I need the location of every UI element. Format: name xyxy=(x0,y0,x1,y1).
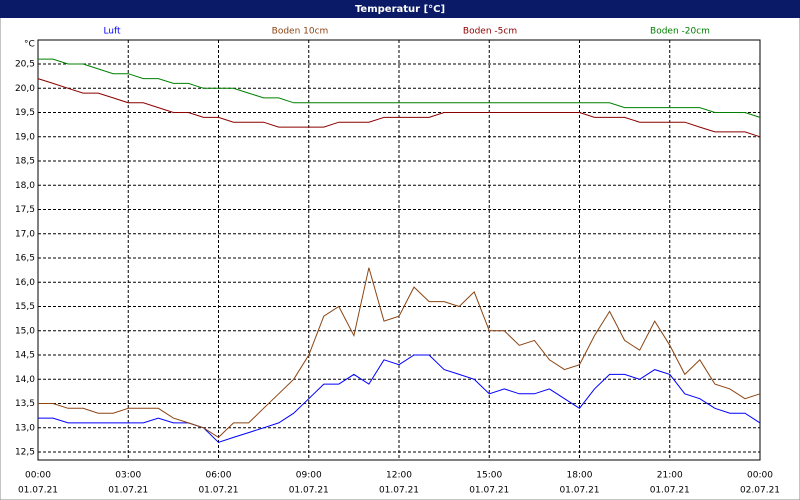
x-tick-date: 01.07.21 xyxy=(469,486,509,496)
x-tick-label: 09:00 xyxy=(296,471,322,481)
x-tick-date: 02.07.21 xyxy=(740,486,780,496)
x-tick-label: 03:00 xyxy=(115,471,141,481)
y-tick-label: 19,0 xyxy=(15,132,35,142)
y-tick-label: 15,0 xyxy=(15,326,35,336)
y-tick-label: 20,5 xyxy=(15,60,35,70)
series-line xyxy=(37,78,761,138)
x-tick-label: 00:00 xyxy=(747,471,773,481)
series-line xyxy=(38,58,761,118)
y-tick-label: 13,0 xyxy=(15,423,35,433)
x-tick-date: 01.07.21 xyxy=(650,486,690,496)
y-tick-label: 18,0 xyxy=(15,181,35,191)
x-tick-label: 15:00 xyxy=(476,471,502,481)
y-tick-label: 14,5 xyxy=(15,351,35,361)
y-tick-label: 18,5 xyxy=(15,157,35,167)
x-tick-date: 01.07.21 xyxy=(289,486,329,496)
y-tick-label: 20,0 xyxy=(15,84,35,94)
x-tick-date: 01.07.21 xyxy=(379,486,419,496)
x-tick-label: 18:00 xyxy=(567,471,593,481)
y-tick-label: 17,0 xyxy=(15,229,35,239)
y-tick-label: 15,5 xyxy=(15,302,35,312)
y-axis-label: °C xyxy=(24,40,35,50)
x-tick-date: 01.07.21 xyxy=(18,486,58,496)
y-tick-label: 12,5 xyxy=(15,448,35,458)
x-tick-label: 21:00 xyxy=(657,471,683,481)
series-line xyxy=(38,354,761,443)
y-tick-label: 13,5 xyxy=(15,399,35,409)
x-tick-label: 06:00 xyxy=(206,471,232,481)
y-tick-label: 14,0 xyxy=(15,375,35,385)
x-tick-label: 12:00 xyxy=(386,471,412,481)
y-tick-label: 19,5 xyxy=(15,108,35,118)
chart-title: Temperatur [°C] xyxy=(355,4,445,15)
x-tick-label: 00:00 xyxy=(25,471,51,481)
legend-label: Boden 10cm xyxy=(272,27,329,37)
legend-label: Boden -20cm xyxy=(650,27,710,37)
legend-label: Luft xyxy=(103,27,121,37)
x-tick-date: 01.07.21 xyxy=(108,486,148,496)
x-tick-date: 01.07.21 xyxy=(198,486,238,496)
legend-label: Boden -5cm xyxy=(463,27,517,37)
y-tick-label: 16,0 xyxy=(15,278,35,288)
x-tick-date: 01.07.21 xyxy=(559,486,599,496)
title-bar xyxy=(0,0,800,18)
series-line xyxy=(38,267,761,439)
y-tick-label: 17,5 xyxy=(15,205,35,215)
y-tick-label: 16,5 xyxy=(15,254,35,264)
